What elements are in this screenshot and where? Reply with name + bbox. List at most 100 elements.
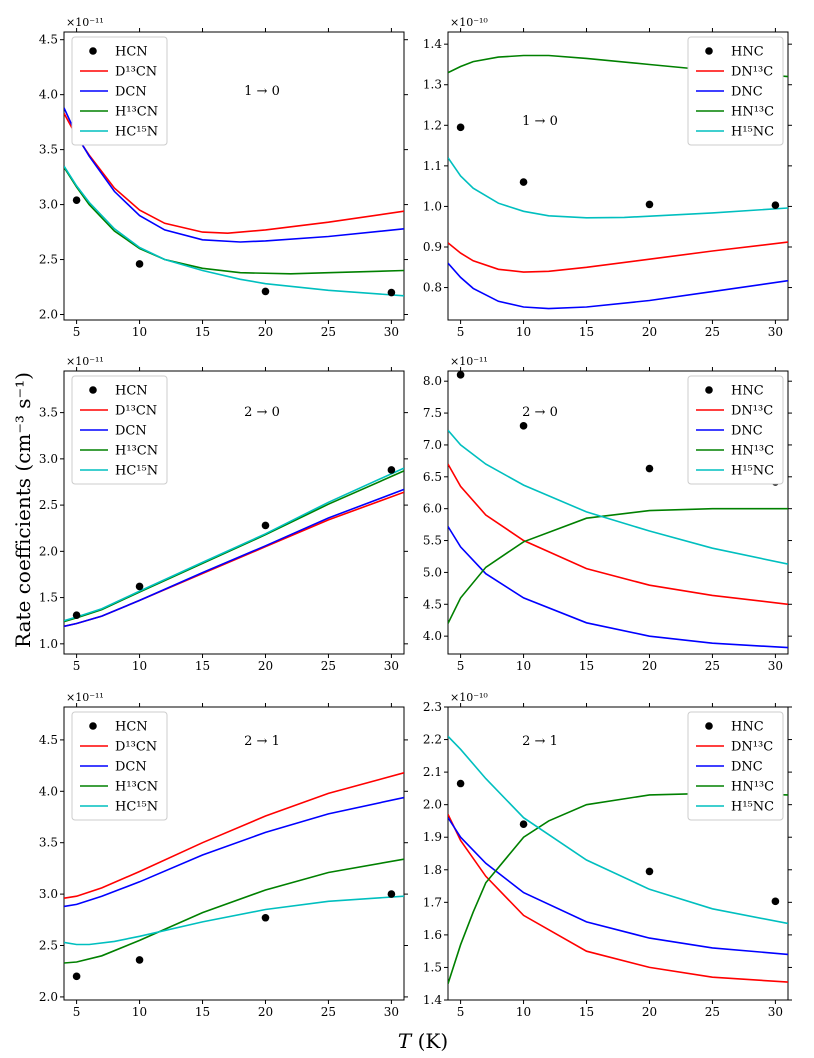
series-line xyxy=(448,792,788,984)
y-tick-label: 1.5 xyxy=(423,960,442,974)
series-lines xyxy=(64,772,404,964)
y-tick-label: 4.5 xyxy=(39,733,58,747)
panel-middle-left: 5 10 15 20 25 30 1.0 1.5 2.0 2.5 3.0 3.5 ×10⁻¹¹ 2 → 0… xyxy=(39,355,408,673)
y-tick-label: 4.0 xyxy=(423,629,442,643)
legend-box xyxy=(71,711,168,821)
y-tick-label: 6.0 xyxy=(423,502,442,516)
series-line xyxy=(448,54,788,78)
legend-label: HN¹³C xyxy=(731,105,774,120)
data-point xyxy=(135,956,144,964)
series-lines xyxy=(64,107,404,297)
series-line xyxy=(64,772,404,899)
x-tick-label: 25 xyxy=(321,1005,336,1019)
transition-label: 2 → 0 xyxy=(244,405,280,420)
legend-box xyxy=(687,711,784,821)
series-line xyxy=(64,166,404,275)
y-tick-label: 2.5 xyxy=(39,253,58,267)
y-tick-label: 2.0 xyxy=(39,544,58,558)
data-point xyxy=(72,611,81,619)
series-line xyxy=(448,241,788,273)
x-tick-label: 20 xyxy=(258,325,273,339)
legend-label: HNC xyxy=(731,720,764,735)
series-line xyxy=(448,817,788,956)
legend-box xyxy=(71,375,168,485)
legend-label: DN¹³C xyxy=(731,740,773,755)
legend-label: H¹³CN xyxy=(115,444,158,459)
data-point xyxy=(456,779,465,788)
legend-label: HN¹³C xyxy=(731,444,774,459)
series-line xyxy=(448,157,788,219)
data-point xyxy=(72,972,81,981)
x-axis-unit: (K) xyxy=(411,1029,448,1053)
y-tick-label: 2.1 xyxy=(423,765,442,779)
data-point xyxy=(519,178,528,186)
data-point xyxy=(645,200,654,209)
series-lines xyxy=(448,735,788,984)
series-line xyxy=(64,467,404,622)
x-tick-label: 25 xyxy=(705,1005,720,1019)
data-point xyxy=(261,913,270,922)
data-point xyxy=(645,867,654,876)
x-tick-label: 25 xyxy=(705,325,720,339)
data-point xyxy=(135,582,144,591)
series-lines xyxy=(448,54,788,310)
x-tick-label: 5 xyxy=(457,325,465,339)
data-point xyxy=(771,201,780,210)
legend-label: HNC xyxy=(731,384,764,399)
legend-marker xyxy=(89,386,97,394)
legend-box xyxy=(71,36,168,146)
plot-frame xyxy=(63,370,405,655)
y-tick-label: 0.8 xyxy=(423,281,442,295)
data-point xyxy=(387,890,396,898)
data-point xyxy=(645,464,654,473)
legend-label: DCN xyxy=(115,85,147,100)
y-tick-label: 1.2 xyxy=(423,118,442,132)
y-scale-label: ×10⁻¹¹ xyxy=(66,16,104,29)
legend-label: DN¹³C xyxy=(731,404,773,419)
x-tick-label: 20 xyxy=(642,659,657,673)
y-tick-label: 7.0 xyxy=(423,438,442,452)
panel-top-right: 5 10 15 20 25 30 0.8 0.9 1.0 1.1 1.2 1.3 1.4 ×10⁻¹⁰ 1 … xyxy=(423,16,792,339)
legend-label: HNC xyxy=(731,45,764,60)
panel-bottom-left: 5 10 15 20 25 30 2.0 2.5 3.0 3.5 4.0 4.5 ×10⁻¹¹ 2 → 1… xyxy=(39,691,408,1019)
x-tick-label: 30 xyxy=(768,1005,783,1019)
legend-marker xyxy=(705,47,713,55)
y-tick-label: 1.7 xyxy=(423,895,442,909)
y-tick-label: 4.0 xyxy=(39,88,58,102)
y-tick-label: 6.5 xyxy=(423,470,442,484)
y-scale-label: ×10⁻¹⁰ xyxy=(450,691,488,704)
x-tick-label: 30 xyxy=(768,325,783,339)
y-tick-label: 3.5 xyxy=(39,406,58,420)
x-tick-label: 25 xyxy=(321,325,336,339)
y-scale-label: ×10⁻¹¹ xyxy=(66,691,104,704)
series-line xyxy=(64,796,404,908)
x-tick-label: 5 xyxy=(457,659,465,673)
y-tick-label: 1.0 xyxy=(39,637,58,651)
x-tick-label: 30 xyxy=(384,325,399,339)
plot-frame xyxy=(447,706,789,1001)
y-tick-label: 1.5 xyxy=(39,591,58,605)
x-tick-label: 10 xyxy=(132,325,147,339)
x-tick-label: 10 xyxy=(516,325,531,339)
series-line xyxy=(64,895,404,946)
data-point xyxy=(519,820,528,828)
y-tick-label: 3.5 xyxy=(39,836,58,850)
transition-label: 1 → 0 xyxy=(244,84,280,99)
data-point xyxy=(261,521,270,530)
x-axis-title: T (K) xyxy=(398,1029,448,1053)
y-tick-label: 2.0 xyxy=(39,308,58,322)
y-tick-label: 5.0 xyxy=(423,565,442,579)
legend-label: H¹⁵NC xyxy=(731,800,774,815)
x-tick-label: 20 xyxy=(258,659,273,673)
data-point xyxy=(456,371,465,379)
y-tick-label: 7.5 xyxy=(423,406,442,420)
plot-frame xyxy=(447,370,789,655)
y-scale-label: ×10⁻¹¹ xyxy=(450,355,488,368)
data-point xyxy=(456,123,465,132)
panel-top-left: 5 10 15 20 25 30 2.0 2.5 3.0 3.5 4.0 4.5 ×10⁻¹¹ 1 → 0… xyxy=(39,16,408,339)
y-tick-label: 1.9 xyxy=(423,830,442,844)
series-line xyxy=(448,735,788,925)
x-tick-label: 10 xyxy=(516,1005,531,1019)
plot-frame xyxy=(63,706,405,1001)
x-tick-label: 30 xyxy=(768,659,783,673)
